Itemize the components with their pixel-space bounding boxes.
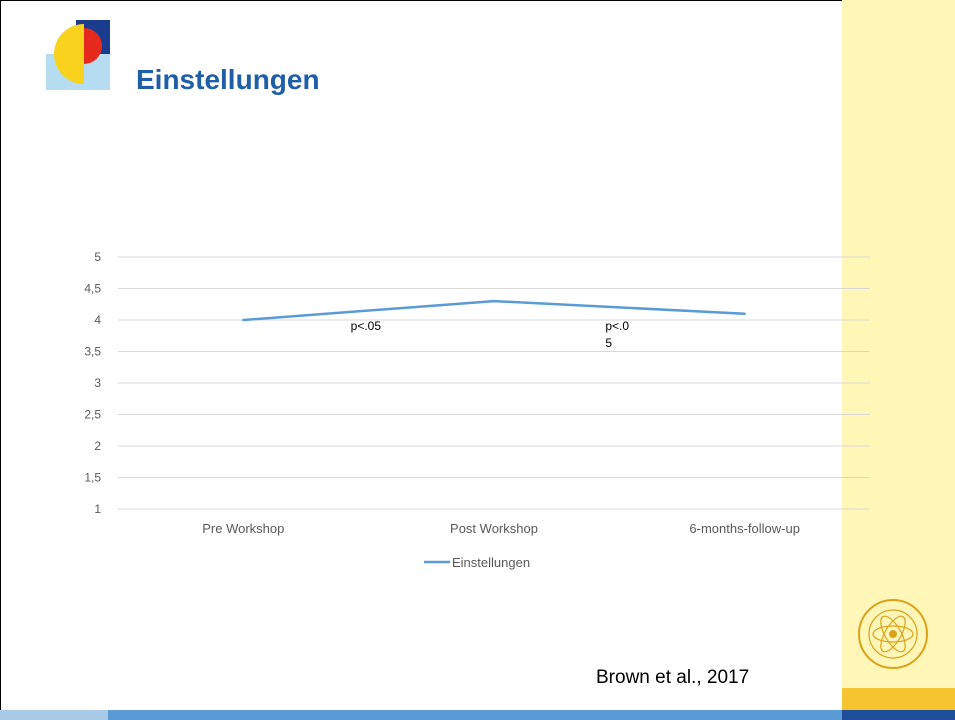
bottom-bar (108, 710, 842, 720)
chart-gridlines (118, 256, 870, 510)
y-tick-label: 4 (94, 313, 101, 327)
x-tick-label: Pre Workshop (202, 521, 284, 536)
legend-label: Einstellungen (452, 555, 530, 570)
logo-icon (46, 20, 110, 90)
series-line (242, 299, 746, 322)
p-value-annotation: p<.05 (351, 319, 382, 333)
y-tick-label: 2 (94, 439, 101, 453)
x-axis-ticks: Pre Workshop Post Workshop 6-months-follow… (202, 521, 800, 536)
citation: Brown et al., 2017 (596, 667, 750, 688)
y-tick-label: 1,5 (84, 471, 101, 485)
side-band-dark-strip (842, 710, 955, 720)
y-tick-label: 2,5 (84, 408, 101, 422)
y-tick-label: 1 (94, 502, 101, 516)
chart-series (242, 299, 746, 322)
chart-annotations: p<.05 p<.0 5 (351, 319, 630, 350)
y-tick-label: 3,5 (84, 345, 101, 359)
y-axis-ticks: 1 1,5 2 2,5 3 3,5 4 4,5 5 (84, 250, 101, 516)
y-tick-label: 4,5 (84, 282, 101, 296)
bottom-bar-light (0, 710, 108, 720)
side-band (842, 0, 955, 710)
x-tick-label: Post Workshop (450, 521, 538, 536)
line-chart: 1 1,5 2 2,5 3 3,5 4 4,5 5 Pre Workshop Post Works… (84, 250, 870, 570)
y-tick-label: 5 (94, 250, 101, 264)
x-tick-label: 6-months-follow-up (689, 521, 800, 536)
side-band-accent-strip (842, 688, 955, 710)
y-tick-label: 3 (94, 376, 101, 390)
chart-legend: Einstellungen (424, 555, 530, 570)
university-seal-icon (858, 599, 928, 669)
slide-title: Einstellungen (136, 64, 320, 95)
